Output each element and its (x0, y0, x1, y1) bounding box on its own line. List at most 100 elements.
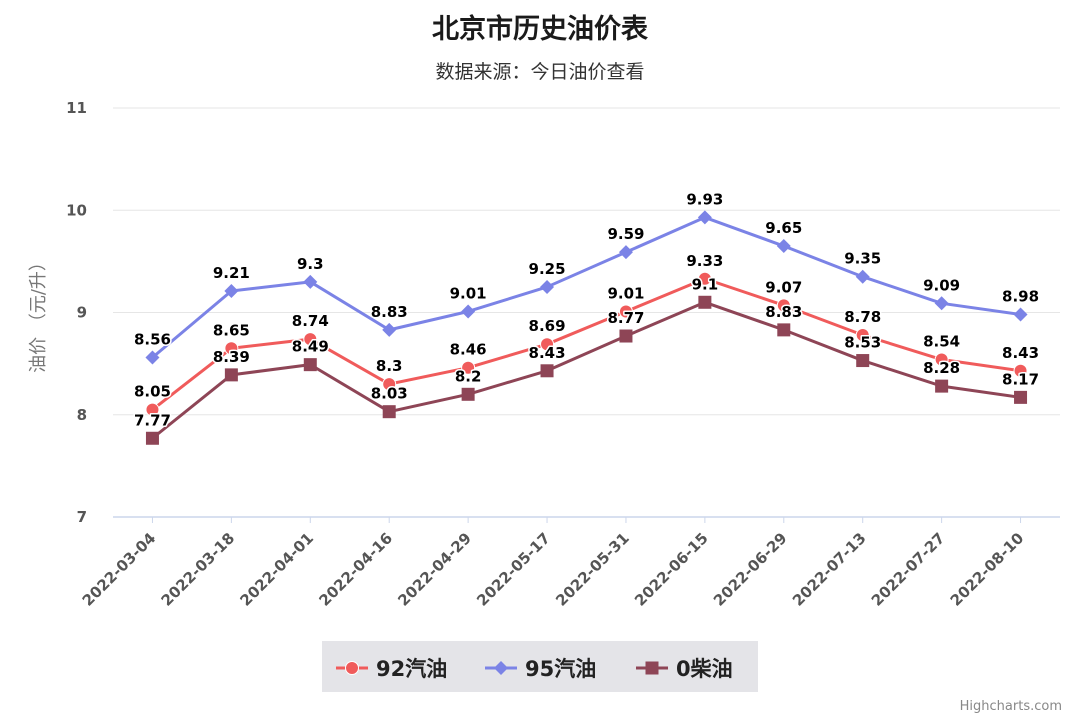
data-label-1-2: 9.3 (297, 255, 324, 273)
data-label-2-0: 7.77 (134, 411, 171, 429)
data-label-1-0: 8.56 (134, 330, 171, 348)
data-point-2-9[interactable] (856, 354, 870, 368)
legend-label-1: 95汽油 (525, 657, 596, 681)
x-tick-2022-04-16: 2022-04-16 (315, 529, 396, 610)
x-tick-labels: 2022-03-042022-03-182022-04-012022-04-16… (79, 529, 1028, 610)
data-point-2-5[interactable] (540, 364, 554, 378)
data-label-0-5: 8.69 (529, 317, 566, 335)
data-point-0-11[interactable] (1013, 363, 1028, 378)
data-point-2-8[interactable] (777, 323, 791, 337)
data-point-1-8[interactable] (776, 239, 791, 254)
data-point-1-7[interactable] (697, 210, 712, 225)
data-point-1-11[interactable] (1013, 307, 1028, 322)
data-point-2-1[interactable] (224, 368, 238, 382)
data-label-1-5: 9.25 (529, 260, 566, 278)
data-label-2-7: 9.1 (692, 275, 719, 293)
legend: 92汽油 95汽油 0柴油 (322, 641, 758, 692)
data-point-0-3[interactable] (382, 377, 397, 392)
data-label-0-4: 8.46 (450, 341, 487, 359)
x-tick-2022-06-15: 2022-06-15 (631, 529, 712, 610)
data-label-1-11: 8.98 (1002, 288, 1039, 306)
y-tick-9: 9 (77, 304, 87, 322)
x-tick-2022-03-18: 2022-03-18 (158, 529, 239, 610)
data-label-2-9: 8.53 (844, 334, 881, 352)
data-point-2-11[interactable] (1014, 390, 1028, 404)
data-point-2-4[interactable] (461, 387, 475, 401)
legend-item-1[interactable]: 95汽油 (485, 657, 596, 681)
data-label-2-3: 8.03 (371, 385, 408, 403)
data-label-0-11: 8.43 (1002, 344, 1039, 362)
legend-background (322, 641, 758, 692)
data-point-1-9[interactable] (855, 269, 870, 284)
data-point-1-2[interactable] (303, 274, 318, 289)
x-tick-2022-08-10: 2022-08-10 (947, 529, 1028, 610)
x-tick-2022-07-27: 2022-07-27 (868, 529, 949, 610)
x-tick-2022-03-04: 2022-03-04 (79, 529, 160, 610)
data-point-0-0[interactable] (145, 402, 160, 417)
data-label-0-7: 9.33 (686, 252, 723, 270)
series-line-0 (151, 277, 1021, 411)
legend-marker-1[interactable] (494, 661, 508, 675)
data-point-2-7[interactable] (698, 295, 712, 309)
data-label-1-9: 9.35 (844, 250, 881, 268)
y-tick-8: 8 (77, 406, 87, 424)
data-label-0-3: 8.3 (376, 357, 403, 375)
data-point-2-0[interactable] (145, 431, 159, 445)
data-label-2-4: 8.2 (455, 367, 482, 385)
y-grid-lines (113, 107, 1060, 523)
data-label-2-10: 8.28 (923, 359, 960, 377)
series-line-1 (151, 215, 1021, 359)
data-label-0-9: 8.78 (844, 308, 881, 326)
data-label-2-11: 8.17 (1002, 370, 1039, 388)
data-point-2-3[interactable] (382, 405, 396, 419)
x-tick-2022-06-29: 2022-06-29 (710, 529, 791, 610)
data-label-2-6: 8.77 (607, 309, 644, 327)
data-point-0-5[interactable] (540, 337, 555, 352)
data-label-0-6: 9.01 (607, 284, 644, 302)
data-label-0-2: 8.74 (292, 312, 329, 330)
x-tick-2022-05-17: 2022-05-17 (473, 529, 554, 610)
data-label-2-1: 8.39 (213, 348, 250, 366)
chart-subtitle: 数据来源：今日油价查看 (435, 61, 644, 83)
data-label-0-8: 9.07 (765, 278, 802, 296)
data-point-1-1[interactable] (224, 284, 239, 299)
data-point-0-7[interactable] (697, 271, 712, 286)
data-label-0-1: 8.65 (213, 321, 250, 339)
data-point-0-10[interactable] (934, 352, 949, 367)
legend-label-0: 92汽油 (376, 657, 447, 681)
legend-label-2: 0柴油 (676, 657, 733, 681)
data-point-0-8[interactable] (776, 298, 791, 313)
data-point-1-4[interactable] (461, 304, 476, 319)
chart-title: 北京市历史油价表 (432, 13, 648, 45)
x-tick-2022-05-31: 2022-05-31 (552, 529, 633, 610)
data-point-2-10[interactable] (935, 379, 949, 393)
legend-item-0[interactable]: 92汽油 (336, 657, 447, 681)
series-lines (145, 210, 1028, 445)
data-point-2-6[interactable] (619, 329, 633, 343)
y-tick-11: 11 (66, 99, 87, 117)
data-labels: 8.05 8.65 8.74 8.3 8.46 8.69 9.01 9.33 9.07 8.78 8… (132, 189, 1040, 431)
data-point-0-9[interactable] (855, 327, 870, 342)
data-point-0-1[interactable] (224, 341, 239, 356)
series-line-2 (151, 300, 1021, 440)
data-point-1-6[interactable] (618, 245, 633, 260)
legend-item-2[interactable]: 0柴油 (636, 657, 733, 681)
data-point-0-2[interactable] (303, 332, 318, 347)
data-point-1-5[interactable] (540, 279, 555, 294)
legend-marker-0[interactable] (345, 661, 359, 675)
legend-marker-2[interactable] (645, 661, 659, 675)
data-label-0-10: 8.54 (923, 333, 960, 351)
data-label-1-7: 9.93 (686, 190, 723, 208)
data-label-1-1: 9.21 (213, 264, 250, 282)
data-point-1-0[interactable] (145, 350, 160, 365)
data-point-1-10[interactable] (934, 296, 949, 311)
data-label-2-8: 8.83 (765, 303, 802, 321)
data-point-0-6[interactable] (618, 304, 633, 319)
y-tick-7: 7 (77, 508, 87, 526)
data-point-1-3[interactable] (382, 322, 397, 337)
data-point-0-4[interactable] (461, 360, 476, 375)
data-point-2-2[interactable] (303, 358, 317, 372)
credits-link[interactable]: Highcharts.com (960, 699, 1062, 714)
y-axis-label: 油价 （元/升） (28, 253, 49, 373)
